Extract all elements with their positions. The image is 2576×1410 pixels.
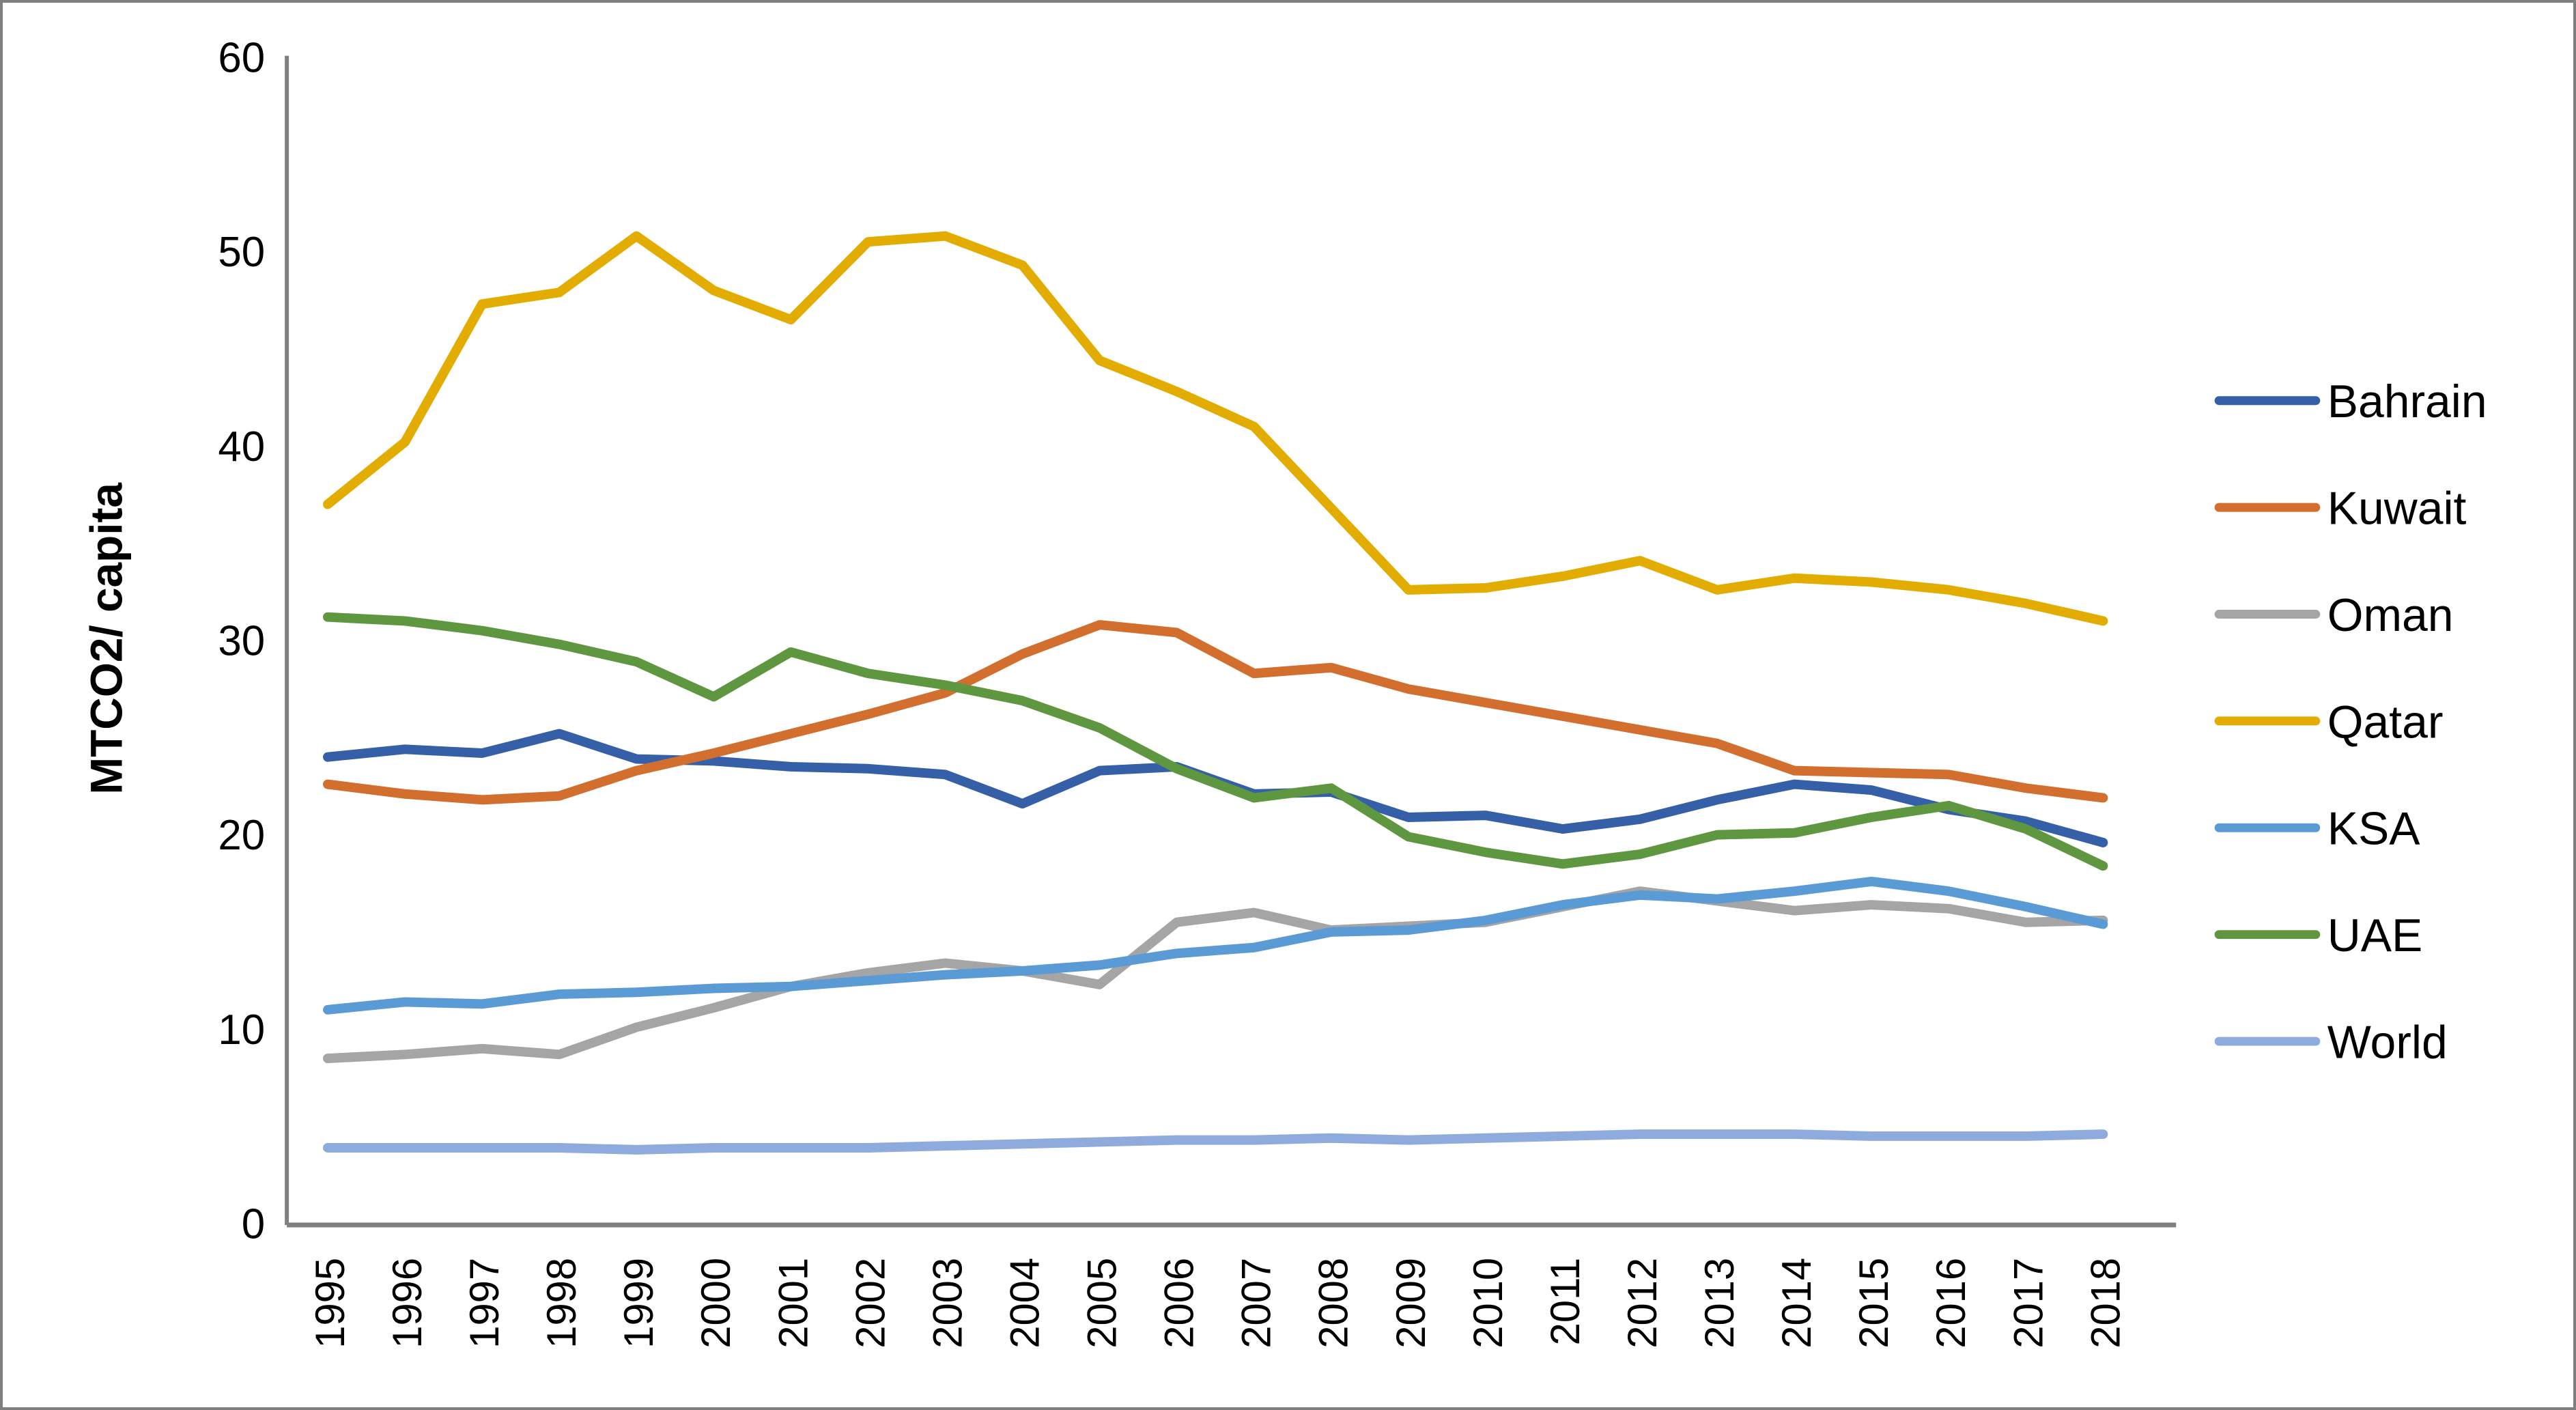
series-line-ksa	[323, 876, 2108, 1015]
legend-item-uae: UAE	[2214, 910, 2422, 961]
x-tick-label-2007: 2007	[1234, 1258, 1279, 1349]
series-line-uae	[323, 612, 2108, 871]
legend-label-uae: UAE	[2327, 910, 2422, 961]
x-tick-label-1996: 1996	[384, 1258, 430, 1349]
x-tick-label-2017: 2017	[2005, 1258, 2051, 1349]
chart-legend: Bahrain Kuwait Oman Qatar KSA UAE World	[2214, 376, 2487, 1069]
legend-item-qatar: Qatar	[2214, 696, 2444, 748]
co2-per-capita-line-chart: 0 10 20 30 40 50 60 1995 1996 1997 1998 1999 2000 200…	[81, 34, 2487, 1348]
x-tick-label-2006: 2006	[1157, 1258, 1202, 1349]
axis-labels: 0 10 20 30 40 50 60 1995 1996 1997 1998 1999 2000 200…	[81, 34, 2129, 1348]
x-tick-label-2009: 2009	[1388, 1258, 1434, 1349]
series-line-kuwait	[323, 620, 2108, 805]
x-tick-label-2012: 2012	[1619, 1258, 1665, 1349]
x-tick-label-2010: 2010	[1465, 1258, 1511, 1349]
x-tick-label-2015: 2015	[1851, 1258, 1897, 1349]
legend-label-qatar: Qatar	[2327, 696, 2444, 748]
series-line-world	[323, 1129, 2108, 1155]
legend-label-ksa: KSA	[2327, 804, 2421, 855]
x-tick-label-1995: 1995	[307, 1258, 353, 1349]
x-tick-label-2003: 2003	[924, 1258, 970, 1349]
legend-item-bahrain: Bahrain	[2214, 376, 2487, 427]
x-tick-label-2001: 2001	[770, 1258, 816, 1349]
legend-item-kuwait: Kuwait	[2214, 483, 2467, 535]
y-tick-label-40: 40	[218, 423, 265, 470]
y-tick-label-30: 30	[218, 618, 265, 665]
legend-label-kuwait: Kuwait	[2327, 483, 2467, 535]
legend-item-oman: Oman	[2214, 590, 2454, 641]
y-tick-label-20: 20	[218, 812, 265, 859]
x-tick-label-2011: 2011	[1542, 1258, 1588, 1346]
y-tick-label-10: 10	[218, 1006, 265, 1054]
legend-item-ksa: KSA	[2214, 804, 2421, 855]
y-axis-title: MTCO2/ capita	[81, 482, 132, 795]
y-tick-label-60: 60	[218, 34, 265, 81]
y-tick-label-0: 0	[242, 1201, 265, 1248]
x-tick-label-2005: 2005	[1079, 1258, 1124, 1349]
x-tick-label-2018: 2018	[2082, 1258, 2128, 1349]
legend-item-world: World	[2214, 1017, 2448, 1069]
x-tick-label-2002: 2002	[847, 1258, 893, 1349]
y-tick-label-50: 50	[218, 229, 265, 276]
x-tick-label-1999: 1999	[616, 1258, 662, 1349]
x-tick-label-2000: 2000	[693, 1258, 739, 1349]
x-tick-label-2004: 2004	[1002, 1258, 1047, 1349]
x-tick-label-2008: 2008	[1311, 1258, 1357, 1349]
legend-label-bahrain: Bahrain	[2327, 376, 2487, 427]
legend-label-world: World	[2327, 1017, 2448, 1069]
series-line-oman	[323, 886, 2108, 1064]
x-tick-label-1997: 1997	[462, 1258, 507, 1349]
series-line-qatar	[323, 231, 2108, 626]
x-tick-label-2014: 2014	[1774, 1258, 1820, 1349]
x-tick-label-2016: 2016	[1928, 1258, 1974, 1349]
x-tick-label-1998: 1998	[539, 1258, 584, 1349]
axes	[285, 55, 2177, 1228]
legend-label-oman: Oman	[2327, 590, 2454, 641]
x-tick-label-2013: 2013	[1697, 1258, 1742, 1349]
data-lines	[323, 231, 2108, 1155]
